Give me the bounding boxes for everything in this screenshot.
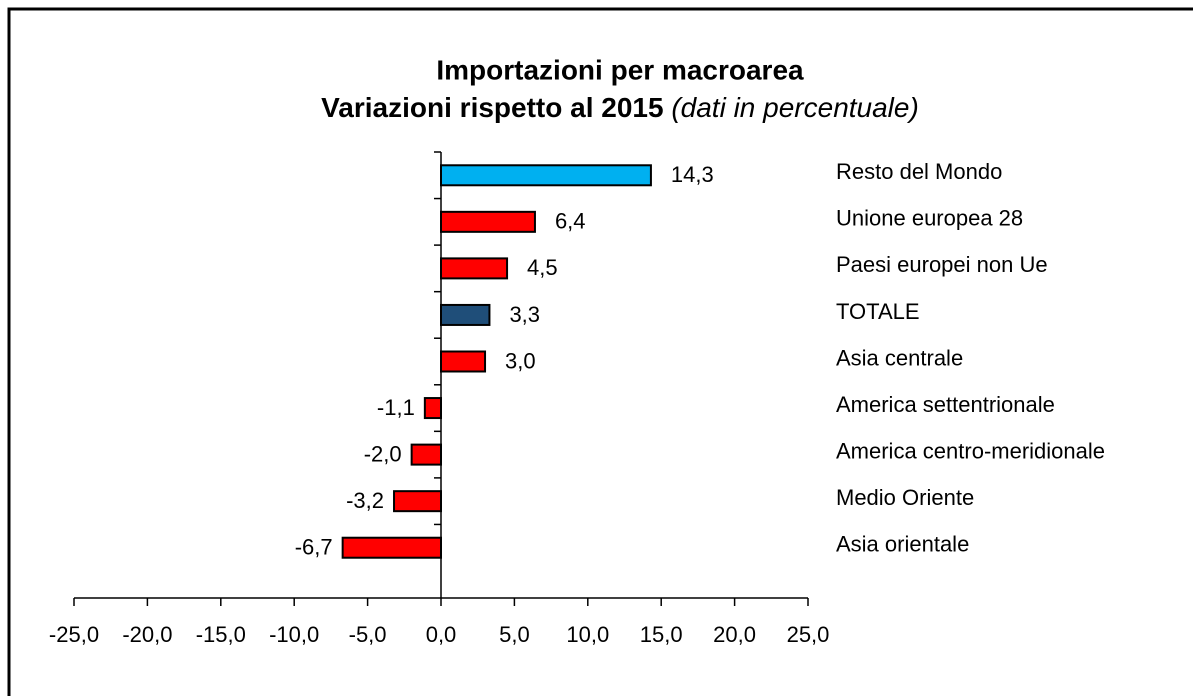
category-label: Asia centrale xyxy=(836,345,963,370)
category-label: Resto del Mondo xyxy=(836,159,1002,184)
x-tick-label: 5,0 xyxy=(499,622,530,647)
x-tick-label: 0,0 xyxy=(426,622,457,647)
value-label: 14,3 xyxy=(671,162,714,187)
subtitle: Variazioni rispetto al 2015 xyxy=(321,92,663,123)
value-label: -1,1 xyxy=(377,395,415,420)
value-label: -2,0 xyxy=(364,441,402,466)
category-label: Unione europea 28 xyxy=(836,206,1023,231)
value-label: 3,3 xyxy=(509,302,540,327)
category-label: Asia orientale xyxy=(836,532,969,557)
category-label: America centro-meridionale xyxy=(836,438,1105,463)
x-tick-label: -15,0 xyxy=(196,622,246,647)
category-label: America settentrionale xyxy=(836,392,1055,417)
chart-title: Importazioni per macroarea xyxy=(436,54,804,85)
value-label: 6,4 xyxy=(555,209,586,234)
bar xyxy=(440,164,652,187)
value-label: -6,7 xyxy=(295,535,333,560)
x-tick-label: 25,0 xyxy=(787,622,830,647)
x-tick-label: 10,0 xyxy=(566,622,609,647)
x-tick-label: 20,0 xyxy=(713,622,756,647)
bar xyxy=(440,257,509,280)
bar xyxy=(440,210,536,233)
bar xyxy=(410,443,443,466)
category-label: TOTALE xyxy=(836,299,920,324)
x-tick-label: 15,0 xyxy=(640,622,683,647)
value-label: 3,0 xyxy=(505,348,536,373)
x-tick-label: -10,0 xyxy=(269,622,319,647)
value-label: 4,5 xyxy=(527,255,558,280)
value-label: -3,2 xyxy=(346,488,384,513)
bar xyxy=(440,303,491,326)
x-tick-label: -5,0 xyxy=(349,622,387,647)
x-tick-label: -20,0 xyxy=(122,622,172,647)
frame xyxy=(7,7,1193,696)
bar xyxy=(393,490,442,513)
category-label: Paesi europei non Ue xyxy=(836,252,1048,277)
category-label: Medio Oriente xyxy=(836,485,974,510)
x-tick-label: -25,0 xyxy=(49,622,99,647)
bar xyxy=(423,397,442,420)
bar xyxy=(440,350,487,373)
chart-subtitle: Variazioni rispetto al 2015 (dati in per… xyxy=(321,92,919,123)
subtitle-note: (dati in percentuale) xyxy=(671,92,918,123)
bar xyxy=(341,536,443,559)
